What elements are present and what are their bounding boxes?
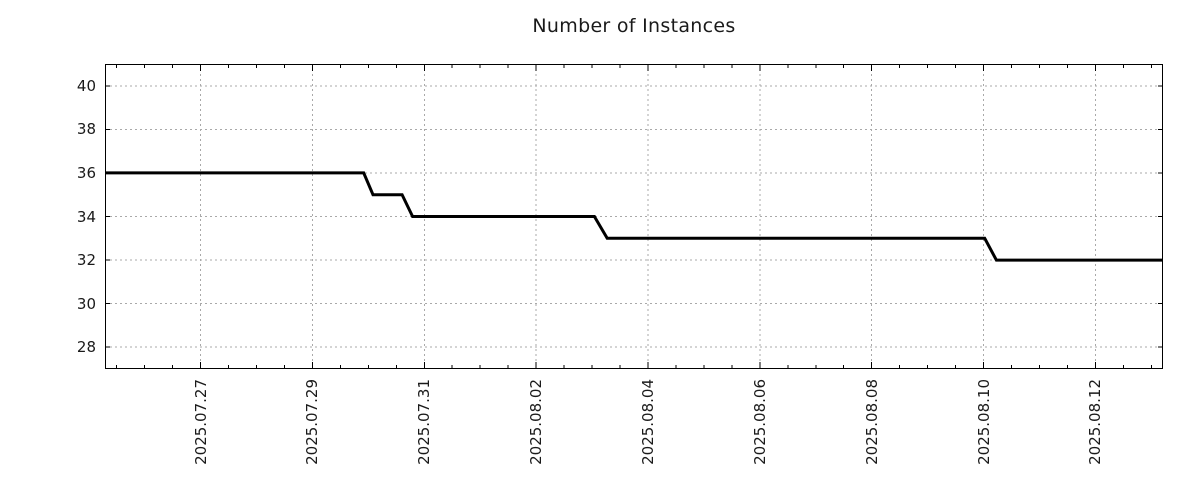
chart-title: Number of Instances (532, 15, 736, 37)
x-tick-label: 2025.07.31 (415, 379, 434, 465)
y-tick-label: 28 (76, 338, 96, 357)
y-tick-label: 34 (76, 207, 96, 226)
x-tick-label: 2025.08.10 (974, 379, 993, 465)
x-tick-label: 2025.08.12 (1086, 379, 1105, 465)
x-tick-label: 2025.07.29 (303, 379, 322, 465)
x-tick-label: 2025.08.02 (527, 379, 546, 465)
x-tick-label: 2025.07.27 (191, 379, 210, 465)
plot-canvas (105, 64, 1163, 369)
x-tick-label: 2025.08.06 (750, 379, 769, 465)
y-tick-label: 40 (76, 76, 96, 95)
y-tick-label: 36 (76, 163, 96, 182)
x-tick-label: 2025.08.04 (638, 379, 657, 465)
plot-area (105, 64, 1163, 369)
y-tick-label: 30 (76, 294, 96, 313)
y-tick-label: 38 (76, 120, 96, 139)
series-line (105, 171, 1163, 262)
x-tick-label: 2025.08.08 (862, 379, 881, 465)
y-tick-label: 32 (76, 251, 96, 270)
plot-border (105, 64, 1163, 369)
